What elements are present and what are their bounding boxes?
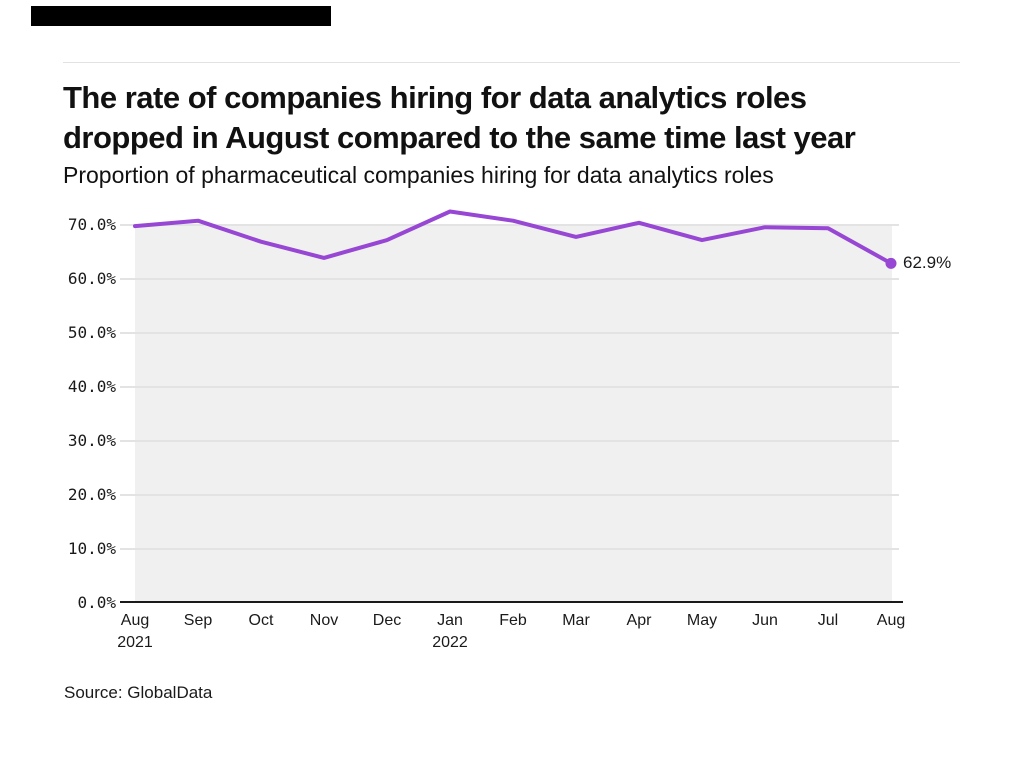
- gridline: [120, 278, 899, 280]
- gridline: [120, 386, 899, 388]
- x-axis-month-label: Jun: [752, 612, 778, 629]
- x-axis-month-label: Feb: [499, 612, 527, 629]
- y-axis-tick-label: 20.0%: [67, 485, 116, 504]
- chart-title-line2: dropped in August compared to the same t…: [63, 120, 856, 155]
- chart-subtitle: Proportion of pharmaceutical companies h…: [63, 162, 774, 188]
- x-axis-month-label: Sep: [183, 612, 213, 629]
- y-axis-tick-label: 30.0%: [67, 431, 116, 450]
- last-point-value-label: 62.9%: [903, 253, 952, 272]
- plot-background: [135, 224, 892, 602]
- x-axis-line: [120, 601, 903, 603]
- y-axis-tick-label: 0.0%: [77, 593, 116, 612]
- y-axis-tick-label: 10.0%: [67, 539, 116, 558]
- x-axis-month-label: Aug: [120, 612, 150, 629]
- x-axis-month-label: Nov: [309, 612, 339, 629]
- gridline: [120, 494, 899, 496]
- header-divider: [63, 62, 960, 63]
- gridline: [120, 224, 899, 226]
- chart-title-line1: The rate of companies hiring for data an…: [63, 80, 807, 115]
- x-axis-month-label: May: [686, 612, 718, 629]
- x-axis-year-label: 2022: [432, 634, 468, 651]
- publisher-logo-bar: [31, 6, 331, 26]
- y-axis-tick-label: 50.0%: [67, 323, 116, 342]
- source-note: Source: GlobalData: [64, 683, 213, 702]
- y-axis-tick-label: 70.0%: [67, 215, 116, 234]
- x-axis-month-label: Oct: [248, 612, 274, 629]
- gridline: [120, 332, 899, 334]
- gridline: [120, 440, 899, 442]
- y-axis-tick-label: 60.0%: [67, 269, 116, 288]
- x-axis-month-label: Apr: [626, 612, 652, 629]
- x-axis-month-label: Aug: [876, 612, 906, 629]
- x-axis-year-label: 2021: [117, 634, 153, 651]
- chart-title: The rate of companies hiring for data an…: [63, 78, 963, 158]
- y-axis-tick-label: 40.0%: [67, 377, 116, 396]
- x-axis-month-label: Dec: [372, 612, 402, 629]
- x-axis-month-label: Jan: [437, 612, 463, 629]
- x-axis-month-label: Jul: [817, 612, 839, 629]
- x-axis-month-label: Mar: [562, 612, 590, 629]
- gridline: [120, 548, 899, 550]
